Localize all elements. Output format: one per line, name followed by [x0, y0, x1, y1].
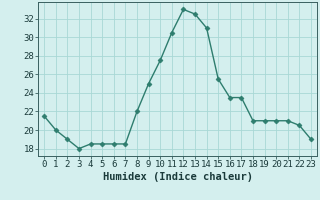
X-axis label: Humidex (Indice chaleur): Humidex (Indice chaleur)	[103, 172, 252, 182]
